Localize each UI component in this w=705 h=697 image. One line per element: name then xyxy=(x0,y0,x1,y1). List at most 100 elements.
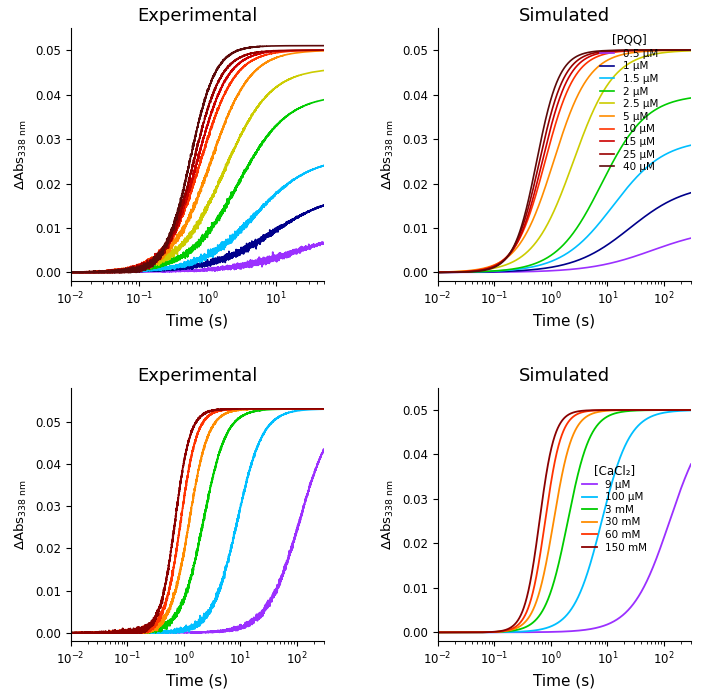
Line: 10 μM: 10 μM xyxy=(438,50,691,273)
25 μM xyxy=(682,46,690,54)
10 μM xyxy=(682,46,690,54)
Y-axis label: $\Delta$Abs$_{338\ \mathrm{nm}}$: $\Delta$Abs$_{338\ \mathrm{nm}}$ xyxy=(13,480,29,550)
Line: 150 mM: 150 mM xyxy=(438,410,691,632)
40 μM xyxy=(531,167,539,175)
2.5 μM xyxy=(541,223,550,231)
100 μM xyxy=(654,410,663,418)
2 μM xyxy=(477,268,486,276)
1 μM xyxy=(682,190,690,199)
1.5 μM xyxy=(477,268,486,276)
15 μM xyxy=(687,46,695,54)
0.5 μM xyxy=(477,268,486,277)
40 μM xyxy=(687,46,695,54)
Line: 2.5 μM: 2.5 μM xyxy=(438,51,691,272)
9 μM xyxy=(477,628,486,636)
0.5 μM xyxy=(682,235,690,243)
Line: 100 μM: 100 μM xyxy=(438,411,691,632)
Line: 15 μM: 15 μM xyxy=(438,50,691,273)
Line: 60 mM: 60 mM xyxy=(438,410,691,632)
15 μM xyxy=(531,187,539,196)
100 μM xyxy=(477,628,486,636)
1.5 μM xyxy=(654,154,663,162)
25 μM xyxy=(654,46,663,54)
3 mM xyxy=(434,628,442,636)
1.5 μM xyxy=(434,268,442,277)
3 mM xyxy=(531,617,539,625)
60 mM xyxy=(682,406,690,414)
2.5 μM xyxy=(531,240,539,248)
30 mM xyxy=(477,628,486,636)
15 μM xyxy=(434,268,442,277)
3 mM xyxy=(541,600,550,608)
9 μM xyxy=(434,628,442,636)
9 μM xyxy=(682,472,690,480)
3 mM xyxy=(687,406,695,414)
0.5 μM xyxy=(531,267,539,275)
3 mM xyxy=(462,628,471,636)
Title: Experimental: Experimental xyxy=(137,367,257,385)
15 μM xyxy=(477,266,486,274)
Line: 30 mM: 30 mM xyxy=(438,410,691,632)
1.5 μM xyxy=(687,141,695,149)
2.5 μM xyxy=(434,268,442,276)
3 mM xyxy=(654,406,663,414)
Legend: 9 μM, 100 μM, 3 mM, 30 mM, 60 mM, 150 mM: 9 μM, 100 μM, 3 mM, 30 mM, 60 mM, 150 mM xyxy=(582,464,647,553)
9 μM xyxy=(462,628,471,636)
2.5 μM xyxy=(462,267,471,275)
10 μM xyxy=(434,268,442,277)
X-axis label: Time (s): Time (s) xyxy=(533,313,595,328)
X-axis label: Time (s): Time (s) xyxy=(166,673,228,688)
Line: 9 μM: 9 μM xyxy=(438,464,691,632)
25 μM xyxy=(434,268,442,277)
100 μM xyxy=(682,406,690,415)
2.5 μM xyxy=(654,49,663,58)
15 μM xyxy=(541,143,550,151)
1 μM xyxy=(531,266,539,274)
100 μM xyxy=(434,628,442,636)
2 μM xyxy=(682,95,690,103)
Title: Experimental: Experimental xyxy=(137,7,257,25)
40 μM xyxy=(462,268,471,276)
30 mM xyxy=(462,628,471,636)
10 μM xyxy=(462,267,471,275)
Line: 0.5 μM: 0.5 μM xyxy=(438,238,691,273)
5 μM xyxy=(687,46,695,54)
9 μM xyxy=(654,549,663,557)
9 μM xyxy=(687,460,695,468)
Line: 1 μM: 1 μM xyxy=(438,193,691,273)
1.5 μM xyxy=(682,142,690,151)
0.5 μM xyxy=(687,234,695,243)
Line: 40 μM: 40 μM xyxy=(438,50,691,273)
25 μM xyxy=(687,46,695,54)
3 mM xyxy=(682,406,690,414)
0.5 μM xyxy=(462,268,471,277)
150 mM xyxy=(687,406,695,414)
9 μM xyxy=(541,628,550,636)
15 μM xyxy=(682,46,690,54)
1 μM xyxy=(687,189,695,197)
100 μM xyxy=(462,628,471,636)
10 μM xyxy=(531,194,539,203)
Line: 3 mM: 3 mM xyxy=(438,410,691,632)
60 mM xyxy=(434,628,442,636)
40 μM xyxy=(434,268,442,277)
5 μM xyxy=(541,181,550,190)
1 μM xyxy=(434,268,442,277)
10 μM xyxy=(477,265,486,273)
30 mM xyxy=(434,628,442,636)
9 μM xyxy=(531,628,539,636)
2 μM xyxy=(541,254,550,263)
60 mM xyxy=(687,406,695,414)
Y-axis label: $\Delta$Abs$_{338\ \mathrm{nm}}$: $\Delta$Abs$_{338\ \mathrm{nm}}$ xyxy=(380,119,396,190)
25 μM xyxy=(477,266,486,275)
150 mM xyxy=(462,628,471,636)
25 μM xyxy=(541,130,550,138)
2 μM xyxy=(531,259,539,268)
1 μM xyxy=(477,268,486,276)
150 mM xyxy=(434,628,442,636)
Line: 5 μM: 5 μM xyxy=(438,50,691,272)
60 mM xyxy=(462,628,471,636)
150 mM xyxy=(541,473,550,482)
Title: Simulated: Simulated xyxy=(519,367,610,385)
5 μM xyxy=(462,267,471,275)
